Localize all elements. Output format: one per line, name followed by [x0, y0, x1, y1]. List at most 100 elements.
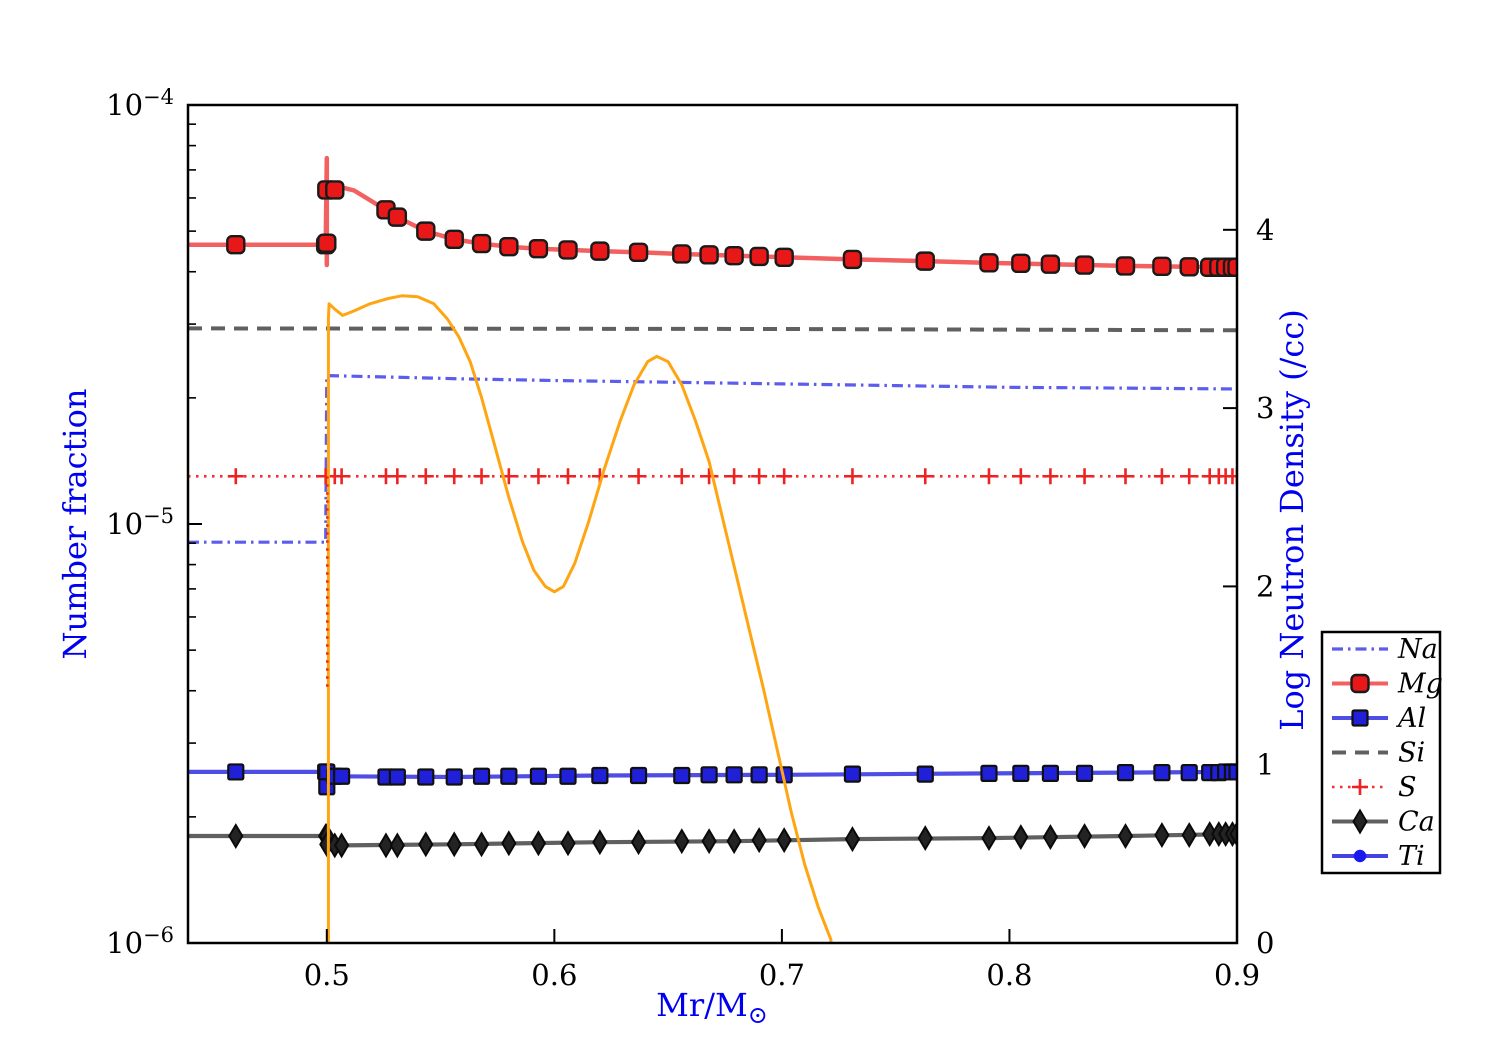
series-S-marker — [389, 468, 406, 485]
y-right-tick-label: 4 — [1256, 213, 1274, 247]
legend-label-Al: Al — [1395, 703, 1426, 734]
series-Ca-marker — [844, 826, 861, 853]
series-Mg-marker — [774, 247, 794, 268]
x-tick-label: 0.5 — [304, 958, 350, 992]
series-Mg-marker — [1152, 256, 1172, 277]
series-Mg-markers — [226, 180, 1237, 277]
series-Ca-marker — [917, 825, 933, 852]
series-Ca-marker — [726, 828, 742, 855]
series-neutron — [326, 294, 833, 943]
series-Ca-marker — [418, 831, 434, 858]
series-S-marker — [1153, 468, 1170, 485]
y-left-tick-base: 10 — [106, 926, 143, 960]
series-Al-marker — [916, 765, 934, 783]
series-Mg-marker — [1074, 255, 1095, 275]
series-Ca-marker — [228, 823, 244, 850]
series-S-marker — [446, 468, 463, 485]
series-Al-marker — [591, 766, 609, 785]
series-Al-marker — [843, 765, 862, 783]
series-Al-marker — [700, 766, 718, 784]
series-Mg-marker — [387, 207, 408, 227]
series-neutron-line — [326, 294, 833, 943]
series-Al-marker — [559, 767, 577, 785]
series-S-marker — [701, 468, 718, 485]
series-Mg-marker — [590, 241, 610, 261]
series-Al-marker — [500, 767, 518, 785]
series-Ti-marker — [1353, 849, 1367, 863]
series-Mg-marker — [724, 245, 744, 266]
y-right-tick-label: 2 — [1256, 569, 1274, 603]
series-S-marker — [1229, 468, 1237, 485]
series-Mg-marker — [1227, 257, 1237, 277]
series-Ca-marker — [1117, 823, 1134, 850]
x-tick-label: 0.8 — [986, 958, 1032, 992]
series-S-marker — [530, 468, 547, 485]
y-left-tick-base: 10 — [106, 88, 143, 122]
y-left-tick-label: 10−6 — [106, 923, 174, 960]
plot-area — [188, 155, 1237, 943]
series-S-marker — [473, 468, 490, 485]
legend-entry-Ti: Ti — [1332, 841, 1425, 872]
legend-label-Mg: Mg — [1397, 669, 1443, 700]
series-Al-marker — [1153, 764, 1171, 782]
series-S-marker — [751, 468, 768, 485]
legend-label-S: S — [1398, 772, 1417, 803]
series-Al-marker — [472, 767, 491, 785]
series-Mg-marker — [1011, 253, 1031, 273]
series-Mg-marker — [749, 246, 769, 267]
series-Ca-marker — [981, 825, 997, 852]
series-S-marker — [1012, 468, 1029, 485]
y-left-tick-exp: −4 — [143, 85, 174, 109]
series-Ca-marker — [776, 827, 792, 854]
series-Mg-marker — [628, 242, 649, 263]
series-Al-marker — [1116, 764, 1135, 782]
series-Mg-marker — [1040, 254, 1061, 274]
y-right-tick-label: 3 — [1256, 391, 1274, 425]
series-Al-marker — [1075, 764, 1094, 782]
series-Ca-marker — [378, 832, 394, 859]
series-Ca-marker — [1352, 808, 1368, 835]
series-Mg-marker — [325, 180, 345, 200]
legend-entry-Mg: Mg — [1332, 669, 1443, 700]
series-Al-marker — [1228, 763, 1237, 781]
legend-label-Ca: Ca — [1398, 807, 1435, 838]
series-Ca-marker — [630, 829, 647, 856]
y-right-tick-label: 1 — [1256, 748, 1274, 782]
series-Ca-marker — [1181, 822, 1197, 848]
series-Al-marker — [227, 763, 245, 781]
series-S-marker — [1181, 468, 1198, 485]
y-axis-right: 0 1 2 3 4 Log Neutron Density (/cc) — [1223, 213, 1311, 960]
series-Ca-marker — [473, 831, 490, 858]
series-Ca-marker — [1042, 824, 1059, 851]
legend-entry-S: S — [1332, 772, 1417, 803]
series-Ca-marker — [560, 830, 576, 857]
series-Ca-marker — [592, 829, 608, 856]
series-Al-marker — [1012, 764, 1030, 782]
legend-entry-Al: Al — [1332, 703, 1426, 734]
legend-label-Ti: Ti — [1398, 841, 1425, 872]
series-Si — [188, 326, 1237, 333]
series-S-marker — [560, 468, 577, 485]
series-Mg — [188, 155, 1237, 277]
series-Ca-marker — [333, 832, 350, 859]
series-Ca-marker — [530, 830, 547, 857]
series-Mg-marker — [842, 249, 863, 270]
series-S-marker — [673, 468, 690, 485]
x-tick-label: 0.7 — [759, 958, 805, 992]
series-Mg-marker — [444, 229, 464, 250]
series-Mg-marker — [1350, 673, 1370, 694]
series-Al-marker — [417, 768, 435, 786]
series-Mg-marker — [915, 251, 935, 271]
series-Al-marker — [750, 766, 768, 784]
series-Ca-marker — [1013, 824, 1029, 851]
series-S-marker — [227, 468, 244, 485]
series-Ca-marker — [1229, 821, 1237, 847]
x-tick-label: 0.9 — [1214, 958, 1260, 992]
series-Al-marker — [1041, 764, 1060, 782]
series-S-marker — [1352, 779, 1368, 795]
series-Ca-marker — [751, 827, 767, 854]
series-Al-marker — [725, 766, 743, 784]
series-Al-marker — [980, 764, 998, 782]
